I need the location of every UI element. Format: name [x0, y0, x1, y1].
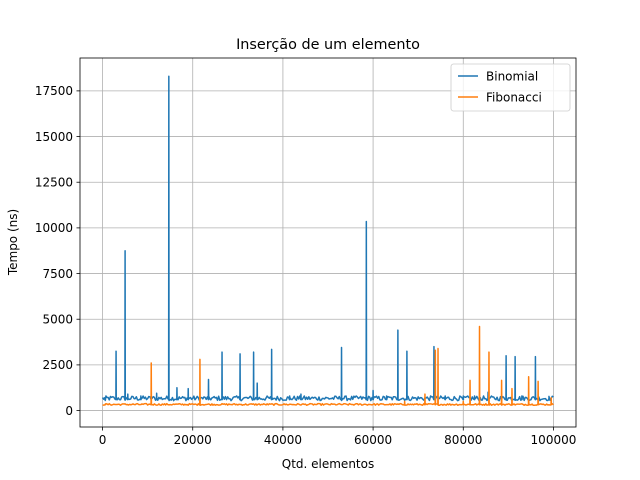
- series-line-fibonacci: [102, 325, 554, 407]
- x-tick-label: 40000: [264, 433, 302, 447]
- y-tick-label: 0: [65, 404, 73, 418]
- ticks: 0 20000 40000 60000 80000 100000 0 2500 5000 7500…: [35, 84, 577, 447]
- plot-area: [80, 58, 576, 427]
- x-tick-label: 60000: [354, 433, 392, 447]
- x-axis-label: Qtd. elementos: [282, 457, 374, 471]
- series-layer: [101, 75, 554, 407]
- chart-title: Inserção de um elemento: [236, 37, 420, 53]
- y-tick-label: 2500: [42, 358, 73, 372]
- legend-label-fibonacci: Fibonacci: [486, 90, 542, 104]
- legend: Binomial Fibonacci: [450, 63, 571, 112]
- x-tick-label: 100000: [531, 433, 577, 447]
- y-tick-label: 17500: [35, 84, 73, 98]
- y-tick-label: 7500: [42, 267, 73, 281]
- x-tick-label: 0: [99, 433, 107, 447]
- grid: [80, 58, 576, 427]
- y-axis-label: Tempo (ns): [6, 209, 20, 276]
- x-tick-label: 80000: [444, 433, 482, 447]
- y-tick-label: 5000: [42, 313, 73, 327]
- y-tick-label: 15000: [35, 130, 73, 144]
- legend-box: [450, 63, 571, 112]
- plot-frame: [79, 57, 577, 428]
- legend-label-binomial: Binomial: [486, 69, 538, 83]
- y-tick-label: 12500: [35, 176, 73, 190]
- y-tick-label: 10000: [35, 221, 73, 235]
- x-tick-label: 20000: [174, 433, 212, 447]
